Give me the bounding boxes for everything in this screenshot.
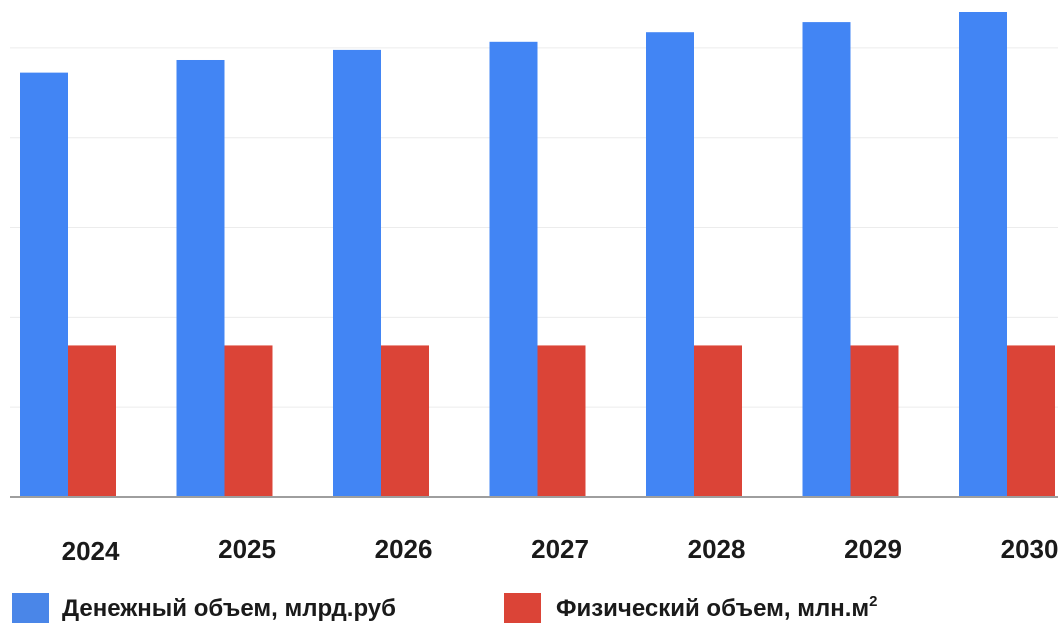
bar-physical-volume-2025 [224,345,273,497]
bar-money-volume-2027 [489,41,538,498]
legend-label-money-volume: Денежный объем, млрд.руб [62,595,396,622]
x-axis-tick-labels: 2024 2025 2026 2027 2028 2029 2030 [62,534,1058,566]
bar-money-volume-2026 [333,49,381,497]
x-tick-label-2025: 2025 [218,534,276,564]
bar-physical-volume-2028 [694,345,742,497]
x-tick-label-2026: 2026 [375,534,433,564]
legend: Денежный объем, млрд.руб Физический объе… [12,593,877,623]
bar-money-volume-2030 [959,12,1007,497]
bar-physical-volume-2026 [381,345,429,497]
bar-money-volume-2025 [176,59,225,498]
x-tick-label-2027: 2027 [531,534,589,564]
bar-money-volume-2024 [20,72,68,497]
bars-group [20,12,1055,498]
legend-label-physical-volume: Физический объем, млн.м2 [556,593,877,622]
bar-physical-volume-2029 [850,345,899,497]
x-tick-label-2029: 2029 [844,534,902,564]
legend-label-physical-volume-text: Физический объем, млн.м [556,595,869,622]
bar-physical-volume-2024 [68,345,116,497]
bar-money-volume-2028 [646,32,694,497]
bar-physical-volume-2030 [1007,345,1055,497]
x-tick-label-2028: 2028 [688,534,746,564]
bar-physical-volume-2027 [537,345,586,497]
legend-label-superscript: 2 [869,593,877,610]
x-tick-label-2030: 2030 [1001,534,1058,564]
bar-money-volume-2029 [802,22,851,498]
x-tick-label-2024: 2024 [62,536,120,566]
legend-swatch-money-volume [12,593,49,623]
legend-swatch-physical-volume [504,593,541,623]
